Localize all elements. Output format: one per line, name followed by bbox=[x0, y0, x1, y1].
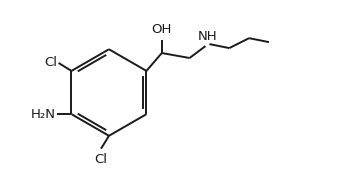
Text: NH: NH bbox=[198, 30, 217, 43]
Text: OH: OH bbox=[152, 23, 172, 36]
Text: Cl: Cl bbox=[95, 153, 107, 166]
Text: Cl: Cl bbox=[45, 56, 58, 69]
Text: H₂N: H₂N bbox=[31, 108, 56, 121]
